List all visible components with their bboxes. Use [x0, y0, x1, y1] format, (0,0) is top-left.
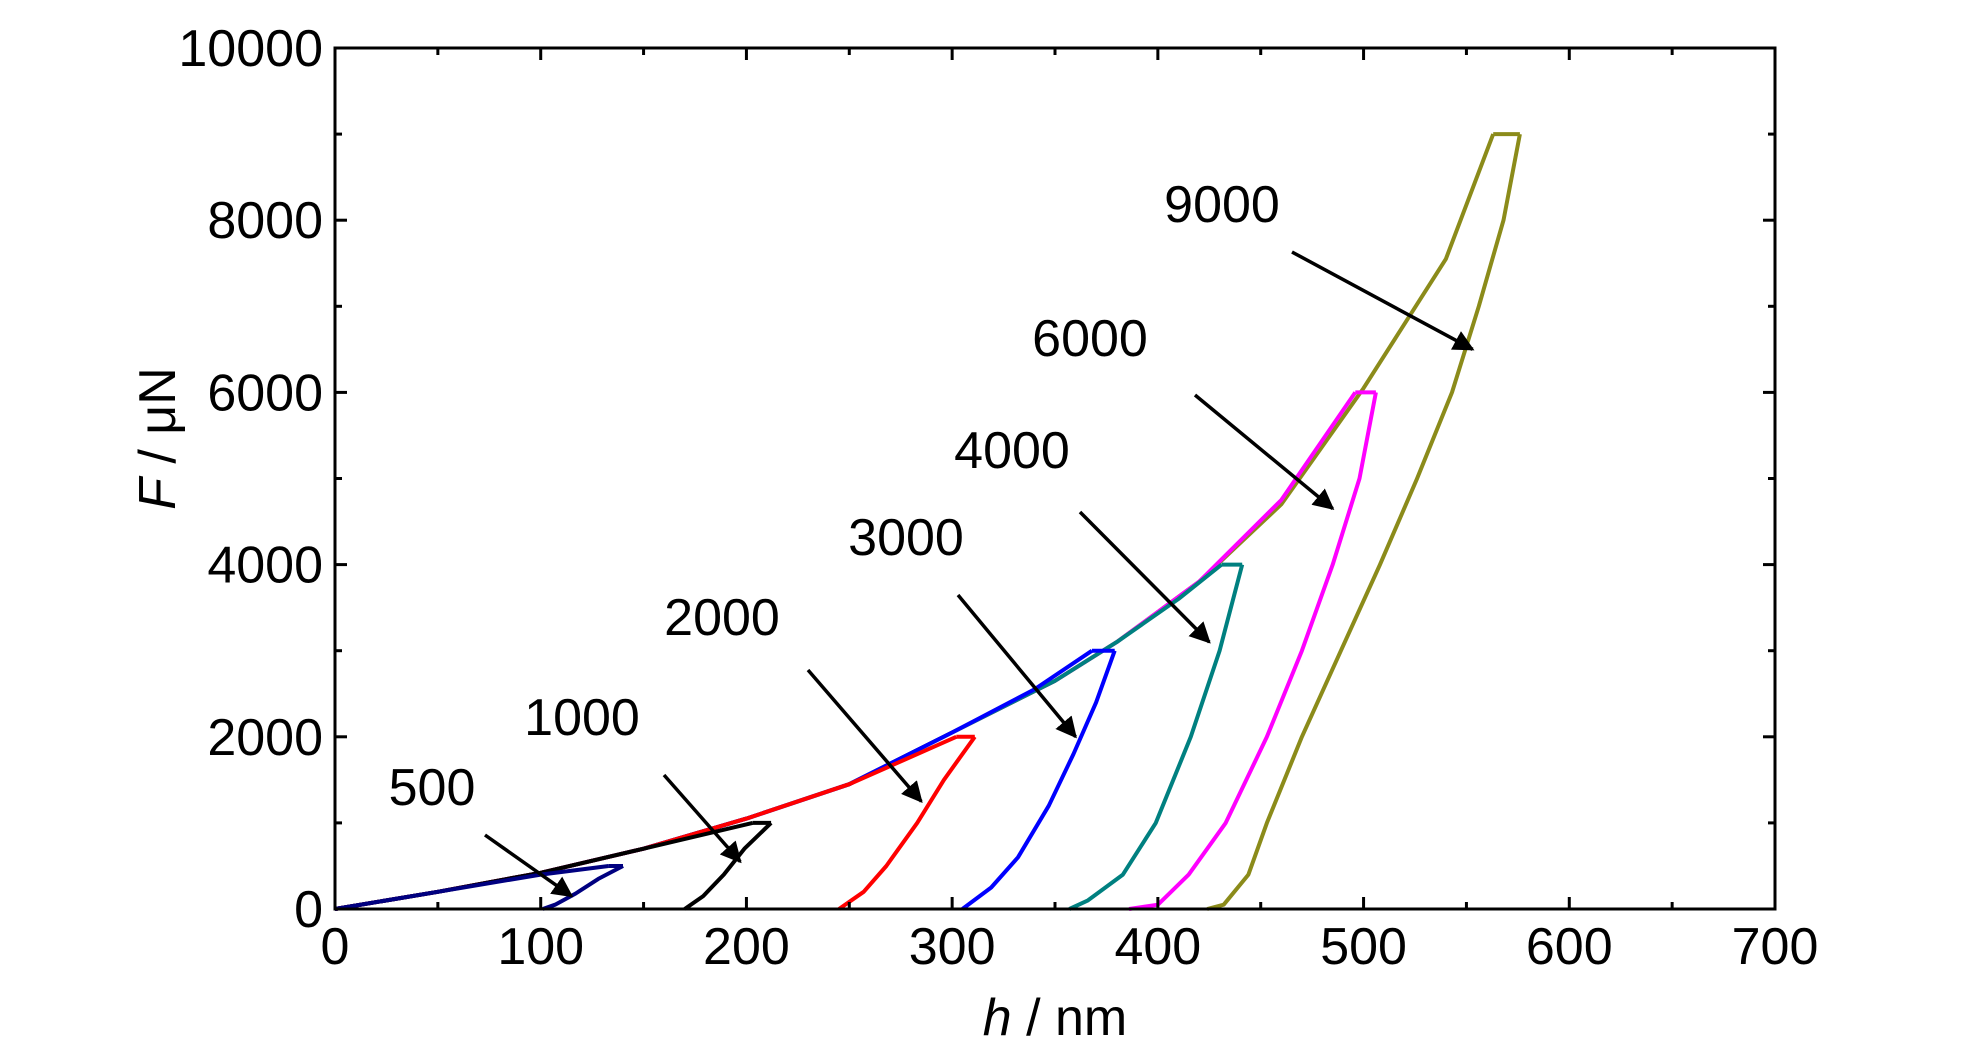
series-2-unloading-curve — [1068, 564, 1245, 911]
annotation-label-9000: 9000 — [1164, 176, 1280, 234]
y-axis-title: F / μN — [129, 367, 187, 510]
series-6-unloading-curve — [542, 864, 624, 911]
annotations-layer: 9000 6000 4000 3000 2000 1000 500 — [389, 176, 1475, 898]
x-tick-label: 300 — [909, 918, 996, 976]
x-tick-label: 400 — [1114, 918, 1201, 976]
x-tick-label: 700 — [1732, 918, 1819, 976]
x-tick-label: 100 — [497, 918, 584, 976]
series-6-loading-curve — [334, 864, 609, 911]
x-tick-label: 0 — [321, 918, 350, 976]
annotation-arrow-1000 — [662, 773, 742, 864]
y-tick-label: 0 — [294, 881, 323, 939]
y-tick-label: 10000 — [178, 20, 323, 78]
series-2 — [334, 562, 1245, 911]
annotation-label-3000: 3000 — [848, 509, 964, 567]
annotation-label-2000: 2000 — [664, 589, 780, 647]
series-5-loading-curve — [334, 820, 754, 911]
y-axis-unit: / μN — [129, 367, 187, 478]
annotation-label-1000: 1000 — [524, 689, 640, 747]
series-4-unloading-curve — [837, 735, 977, 911]
series-1-loading-curve — [334, 391, 1357, 911]
annotation-label-6000: 6000 — [1032, 310, 1148, 368]
x-axis-symbol: h — [983, 989, 1012, 1047]
annotation-arrow-500 — [483, 833, 574, 898]
annotation-arrow-2000 — [806, 668, 923, 803]
x-axis-title: h / nm — [983, 989, 1128, 1047]
x-tick-label: 600 — [1526, 918, 1613, 976]
series-3-unloading-curve — [961, 650, 1117, 911]
x-tick-label: 500 — [1320, 918, 1407, 976]
annotation-arrow-9000 — [1291, 250, 1475, 351]
y-tick-label: 8000 — [207, 192, 323, 250]
annotation-arrow-3000 — [956, 593, 1077, 739]
y-axis-symbol: F — [129, 475, 187, 510]
series-0-unloading-curve — [1206, 133, 1522, 911]
annotation-label-4000: 4000 — [954, 422, 1070, 480]
annotation-arrow-4000 — [1078, 510, 1211, 644]
y-tick-label: 6000 — [207, 364, 323, 422]
y-tick-label: 4000 — [207, 537, 323, 595]
x-axis-unit: / nm — [1012, 989, 1128, 1047]
series-5-unloading-curve — [683, 821, 773, 911]
curves-layer — [334, 132, 1522, 911]
ticks-layer: 0 100 200 300 400 500 600 700 0 2000 4000 6000 8000 1… — [178, 20, 1818, 976]
y-tick-label: 2000 — [207, 709, 323, 767]
series-6 — [334, 864, 624, 911]
annotation-label-500: 500 — [389, 759, 476, 817]
x-tick-label: 200 — [703, 918, 790, 976]
annotation-arrow-6000 — [1193, 393, 1335, 510]
series-1-unloading-curve — [1128, 392, 1378, 911]
